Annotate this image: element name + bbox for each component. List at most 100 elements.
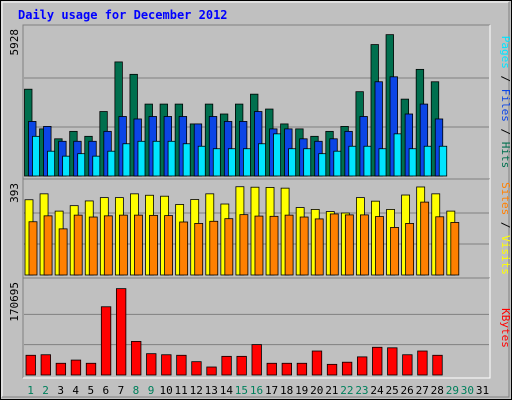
bar-kbytes-10 xyxy=(161,354,172,376)
bar-kbytes-14 xyxy=(221,355,232,376)
bar-sites-17 xyxy=(269,215,279,276)
legend-kbytes-kbytes: KBytes xyxy=(499,308,512,348)
bar-pages-2 xyxy=(47,150,56,177)
bar-sites-28 xyxy=(435,216,445,276)
x-tick-label-3: 3 xyxy=(57,384,64,397)
bar-sites-27 xyxy=(420,201,430,276)
bar-sites-20 xyxy=(314,218,324,276)
bar-kbytes-11 xyxy=(176,354,187,376)
x-tick-label-5: 5 xyxy=(87,384,94,397)
x-tick-label-1: 1 xyxy=(27,384,34,397)
bar-sites-12 xyxy=(194,223,204,276)
bar-kbytes-9 xyxy=(146,353,157,376)
bar-pages-7 xyxy=(122,143,131,177)
bar-kbytes-5 xyxy=(85,362,97,376)
bar-sites-7 xyxy=(118,214,128,276)
bar-kbytes-1 xyxy=(25,354,36,376)
x-tick-label-19: 19 xyxy=(295,384,308,397)
bar-kbytes-13 xyxy=(206,366,217,376)
bar-kbytes-25 xyxy=(387,347,398,376)
bar-pages-9 xyxy=(152,140,161,177)
bar-kbytes-18 xyxy=(281,362,292,376)
bar-pages-4 xyxy=(77,153,86,177)
bar-pages-22 xyxy=(348,145,357,177)
bar-kbytes-28 xyxy=(432,354,443,376)
plot-panel-1-highlight xyxy=(22,24,490,179)
bar-kbytes-19 xyxy=(296,362,308,376)
bar-sites-4 xyxy=(73,214,83,276)
bar-sites-21 xyxy=(329,213,339,276)
bar-pages-26 xyxy=(408,148,418,177)
bar-sites-29 xyxy=(450,222,460,276)
bar-pages-13 xyxy=(212,148,222,177)
plot-panel-3-highlight xyxy=(22,277,490,378)
legend-pages-files-hits-separator-1: / xyxy=(499,69,512,89)
x-tick-label-10: 10 xyxy=(159,384,172,397)
bar-sites-8 xyxy=(134,214,143,276)
bar-pages-24 xyxy=(378,148,387,177)
bar-kbytes-3 xyxy=(55,362,67,376)
bar-pages-23 xyxy=(363,145,372,177)
bar-sites-24 xyxy=(375,216,384,276)
bar-pages-12 xyxy=(197,145,207,177)
chart-title: Daily usage for December 2012 xyxy=(18,8,228,22)
bar-sites-23 xyxy=(360,214,369,276)
x-tick-label-27: 27 xyxy=(416,384,429,397)
legend-pages-files-hits-files: Files xyxy=(499,89,512,122)
x-tick-label-16: 16 xyxy=(250,384,263,397)
bar-kbytes-16 xyxy=(251,344,262,376)
bar-sites-26 xyxy=(405,223,415,276)
bar-sites-1 xyxy=(28,221,38,276)
x-tick-label-23: 23 xyxy=(355,384,368,397)
bar-pages-14 xyxy=(227,148,237,177)
x-tick-label-12: 12 xyxy=(190,384,203,397)
legend-sites-visits-separator-1: / xyxy=(499,215,512,235)
bar-pages-21 xyxy=(333,150,342,177)
bar-sites-5 xyxy=(88,216,98,276)
bar-kbytes-2 xyxy=(40,354,51,376)
x-tick-label-15: 15 xyxy=(235,384,248,397)
bar-pages-20 xyxy=(318,153,327,177)
x-tick-label-28: 28 xyxy=(431,384,444,397)
bar-pages-25 xyxy=(393,133,402,177)
x-tick-label-17: 17 xyxy=(265,384,278,397)
bar-pages-3 xyxy=(62,155,71,177)
bar-kbytes-15 xyxy=(236,355,247,376)
bar-kbytes-24 xyxy=(372,346,383,376)
x-tick-label-8: 8 xyxy=(133,384,140,397)
bar-kbytes-27 xyxy=(417,350,428,376)
x-tick-label-20: 20 xyxy=(310,384,323,397)
bar-pages-11 xyxy=(182,143,192,177)
y-tick-max-p2: 393 xyxy=(8,183,21,203)
x-tick-label-6: 6 xyxy=(103,384,110,397)
x-tick-label-30: 30 xyxy=(461,384,474,397)
bar-kbytes-6 xyxy=(100,306,112,376)
bar-kbytes-8 xyxy=(131,341,142,376)
x-tick-label-7: 7 xyxy=(118,384,125,397)
bar-kbytes-12 xyxy=(191,361,202,376)
x-tick-label-4: 4 xyxy=(72,384,79,397)
bar-sites-13 xyxy=(209,220,219,276)
bar-sites-19 xyxy=(299,216,309,276)
y-tick-max-p1: 5928 xyxy=(8,29,21,56)
bar-sites-9 xyxy=(149,214,158,276)
bar-kbytes-4 xyxy=(70,359,82,376)
bar-kbytes-7 xyxy=(115,288,127,376)
x-tick-label-29: 29 xyxy=(446,384,459,397)
x-tick-label-13: 13 xyxy=(205,384,218,397)
legend-pages-files-hits-pages: Pages xyxy=(499,36,512,69)
legend-sites-visits: Sites / Visits xyxy=(499,182,512,275)
bar-sites-6 xyxy=(103,215,113,276)
bar-kbytes-21 xyxy=(326,363,338,376)
bar-pages-16 xyxy=(258,143,267,177)
x-tick-label-11: 11 xyxy=(175,384,188,397)
bar-sites-16 xyxy=(254,215,264,276)
x-tick-label-25: 25 xyxy=(385,384,398,397)
bar-sites-2 xyxy=(43,215,53,276)
bar-kbytes-22 xyxy=(341,361,353,376)
y-tick-max-p3: 170695 xyxy=(8,282,21,322)
bar-kbytes-23 xyxy=(357,356,368,376)
